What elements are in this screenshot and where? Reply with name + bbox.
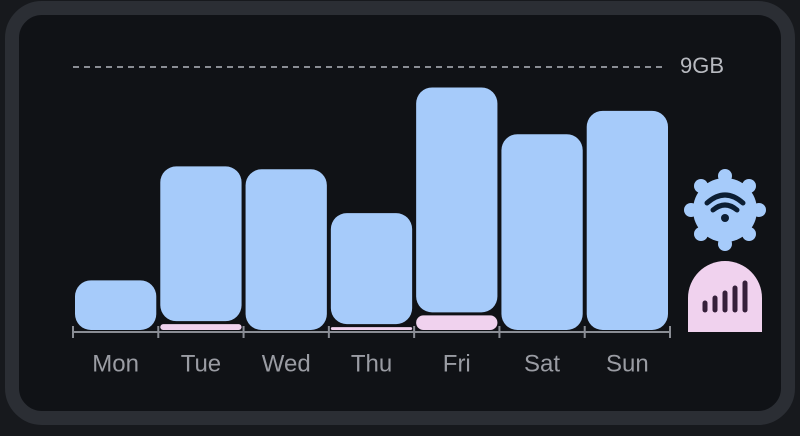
x-tick-label: Tue (181, 350, 221, 377)
bar-segment (330, 213, 413, 325)
bar-segment (160, 324, 242, 330)
x-tick-label: Mon (92, 350, 139, 377)
bar-segment (586, 110, 668, 330)
x-tick-label: Thu (351, 350, 392, 377)
bar-segment (160, 166, 242, 322)
bar-segment (416, 87, 498, 313)
wifi-icon (684, 169, 766, 251)
bar-segment (245, 169, 327, 330)
x-tick-label: Fri (443, 350, 471, 377)
bar-segment (330, 327, 413, 330)
x-tick-label: Wed (262, 350, 311, 377)
y-tick-label: 9GB (680, 53, 724, 78)
mobile-icon (688, 261, 762, 332)
bar-segment (416, 315, 498, 330)
x-tick-label: Sat (524, 350, 560, 377)
bar-segment (75, 280, 157, 330)
x-tick-label: Sun (606, 350, 649, 377)
bar-segment (501, 134, 583, 330)
